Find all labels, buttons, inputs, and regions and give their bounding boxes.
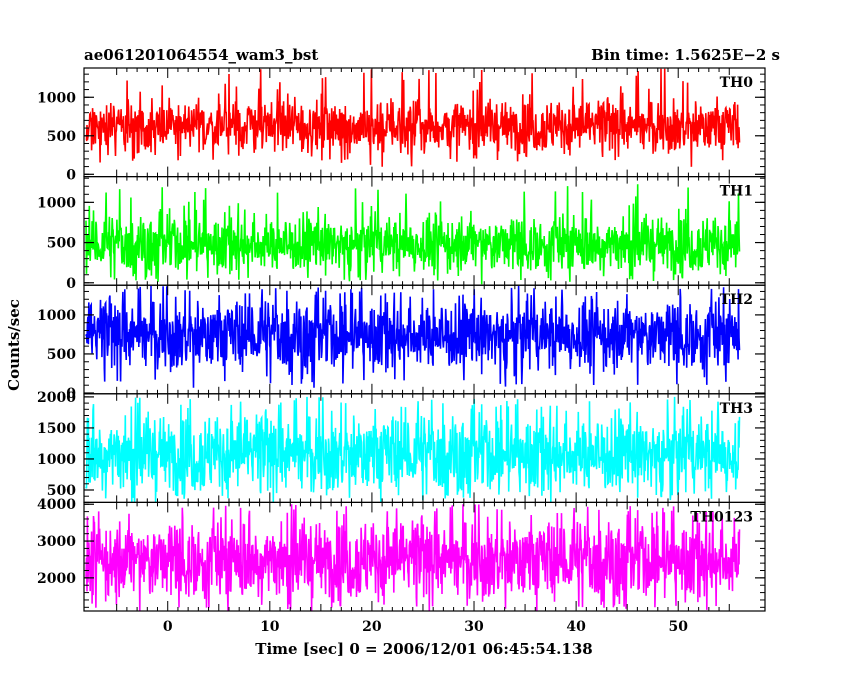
y-tick-label: 4000 xyxy=(37,497,76,513)
series-label-th2: TH2 xyxy=(720,292,753,308)
y-tick-label: 500 xyxy=(47,347,76,363)
x-axis-label: Time [sec] 0 = 2006/12/01 06:45:54.138 xyxy=(255,640,592,658)
y-tick-label: 0 xyxy=(66,167,76,183)
y-tick-label: 2000 xyxy=(37,571,76,587)
series-trace-th0123 xyxy=(85,504,741,611)
y-tick-label: 1000 xyxy=(37,90,76,106)
series-label-th0: TH0 xyxy=(720,75,754,91)
series-trace-th3 xyxy=(85,396,741,503)
panel-th0123: TH0123 2000 3000 4000 xyxy=(37,497,766,612)
chart-title: ae061201064554_wam3_bst xyxy=(84,46,318,64)
y-tick-label: 2000 xyxy=(37,390,76,406)
bin-time-label: Bin time: 1.5625E−2 s xyxy=(591,46,780,64)
panels-group: TH005001000TH105001000TH205001000TH35001… xyxy=(37,67,766,635)
panel-th0: TH0 0 500 1000 xyxy=(37,67,766,183)
y-tick-label: 500 xyxy=(47,129,76,145)
y-axis-label: Counts/sec xyxy=(5,299,23,391)
y-tick-label: 1000 xyxy=(37,195,76,211)
x-tick-label: 0 xyxy=(163,619,173,635)
y-tick-label: 3000 xyxy=(37,534,76,550)
y-tick-label: 500 xyxy=(47,236,76,252)
y-tick-label: 1000 xyxy=(37,452,76,468)
y-tick-label: 0 xyxy=(66,276,76,292)
panel-th2: TH2 0 500 1000 xyxy=(37,284,766,402)
y-tick-label: 1500 xyxy=(37,421,76,437)
panel-th3: TH3 500 1000 1500 2000 xyxy=(37,390,766,503)
x-tick-label: 40 xyxy=(566,619,586,635)
panel-frame xyxy=(83,501,766,612)
y-tick-label: 0 xyxy=(66,386,76,402)
x-tick-label: 20 xyxy=(362,619,382,635)
series-label-th3: TH3 xyxy=(720,401,753,417)
series-label-th0123: TH0123 xyxy=(690,509,753,525)
panel-th1: TH1 0 500 1000 xyxy=(37,176,766,292)
x-tick-label: 30 xyxy=(464,619,484,635)
series-trace-th2 xyxy=(85,285,741,388)
y-tick-label: 500 xyxy=(47,483,76,499)
x-tick-label: 50 xyxy=(668,619,688,635)
y-tick-label: 1000 xyxy=(37,308,76,324)
series-label-th1: TH1 xyxy=(720,184,753,200)
x-tick-label: 10 xyxy=(260,619,280,635)
series-trace-th1 xyxy=(85,184,741,285)
series-trace-th0 xyxy=(85,68,741,167)
